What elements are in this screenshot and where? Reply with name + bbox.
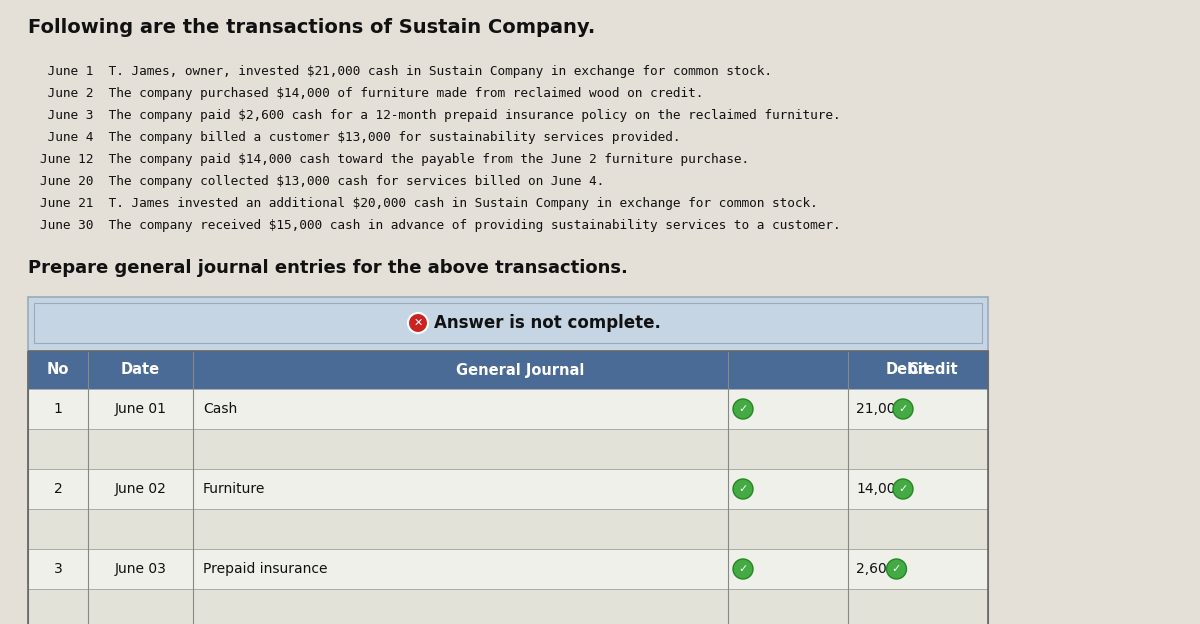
Text: Answer is not complete.: Answer is not complete. [434, 314, 661, 332]
Text: Prepare general journal entries for the above transactions.: Prepare general journal entries for the … [28, 259, 628, 277]
Text: 1: 1 [54, 402, 62, 416]
Text: Date: Date [121, 363, 160, 378]
Text: June 01: June 01 [114, 402, 167, 416]
Text: ✓: ✓ [738, 404, 748, 414]
Text: June 30  The company received $15,000 cash in advance of providing sustainabilit: June 30 The company received $15,000 cas… [40, 219, 841, 232]
Text: 14,000: 14,000 [856, 482, 905, 496]
Text: June 2  The company purchased $14,000 of furniture made from reclaimed wood on c: June 2 The company purchased $14,000 of … [40, 87, 703, 100]
FancyBboxPatch shape [28, 469, 988, 509]
Text: June 12  The company paid $14,000 cash toward the payable from the June 2 furnit: June 12 The company paid $14,000 cash to… [40, 153, 749, 166]
Text: June 21  T. James invested an additional $20,000 cash in Sustain Company in exch: June 21 T. James invested an additional … [40, 197, 817, 210]
FancyBboxPatch shape [28, 589, 988, 624]
Text: Debit: Debit [886, 363, 930, 378]
Text: ✓: ✓ [899, 404, 907, 414]
Text: 2,600: 2,600 [856, 562, 895, 576]
Circle shape [733, 479, 754, 499]
Text: June 02: June 02 [114, 482, 167, 496]
Text: No: No [47, 363, 70, 378]
Text: Credit: Credit [907, 363, 959, 378]
FancyBboxPatch shape [28, 389, 988, 429]
Text: ✓: ✓ [738, 484, 748, 494]
Text: ✕: ✕ [413, 318, 422, 328]
Text: 2: 2 [54, 482, 62, 496]
Text: ✓: ✓ [899, 484, 907, 494]
FancyBboxPatch shape [28, 429, 988, 469]
FancyBboxPatch shape [28, 509, 988, 549]
Text: ✓: ✓ [738, 564, 748, 574]
Circle shape [408, 313, 428, 333]
Circle shape [893, 479, 913, 499]
Text: June 20  The company collected $13,000 cash for services billed on June 4.: June 20 The company collected $13,000 ca… [40, 175, 605, 188]
Text: General Journal: General Journal [456, 363, 584, 378]
Text: Furniture: Furniture [203, 482, 265, 496]
Text: Following are the transactions of Sustain Company.: Following are the transactions of Sustai… [28, 18, 595, 37]
Text: June 3  The company paid $2,600 cash for a 12-month prepaid insurance policy on : June 3 The company paid $2,600 cash for … [40, 109, 841, 122]
FancyBboxPatch shape [28, 549, 988, 589]
Text: Prepaid insurance: Prepaid insurance [203, 562, 328, 576]
Text: June 4  The company billed a customer $13,000 for sustainability services provid: June 4 The company billed a customer $13… [40, 131, 680, 144]
Text: ✓: ✓ [892, 564, 901, 574]
FancyBboxPatch shape [28, 297, 988, 582]
Circle shape [887, 559, 906, 579]
Text: June 1  T. James, owner, invested $21,000 cash in Sustain Company in exchange fo: June 1 T. James, owner, invested $21,000… [40, 65, 772, 78]
Text: 21,000: 21,000 [856, 402, 905, 416]
Circle shape [733, 399, 754, 419]
Text: June 03: June 03 [114, 562, 167, 576]
Text: Cash: Cash [203, 402, 238, 416]
Circle shape [893, 399, 913, 419]
FancyBboxPatch shape [34, 303, 982, 343]
Circle shape [733, 559, 754, 579]
Text: 3: 3 [54, 562, 62, 576]
FancyBboxPatch shape [28, 351, 988, 389]
